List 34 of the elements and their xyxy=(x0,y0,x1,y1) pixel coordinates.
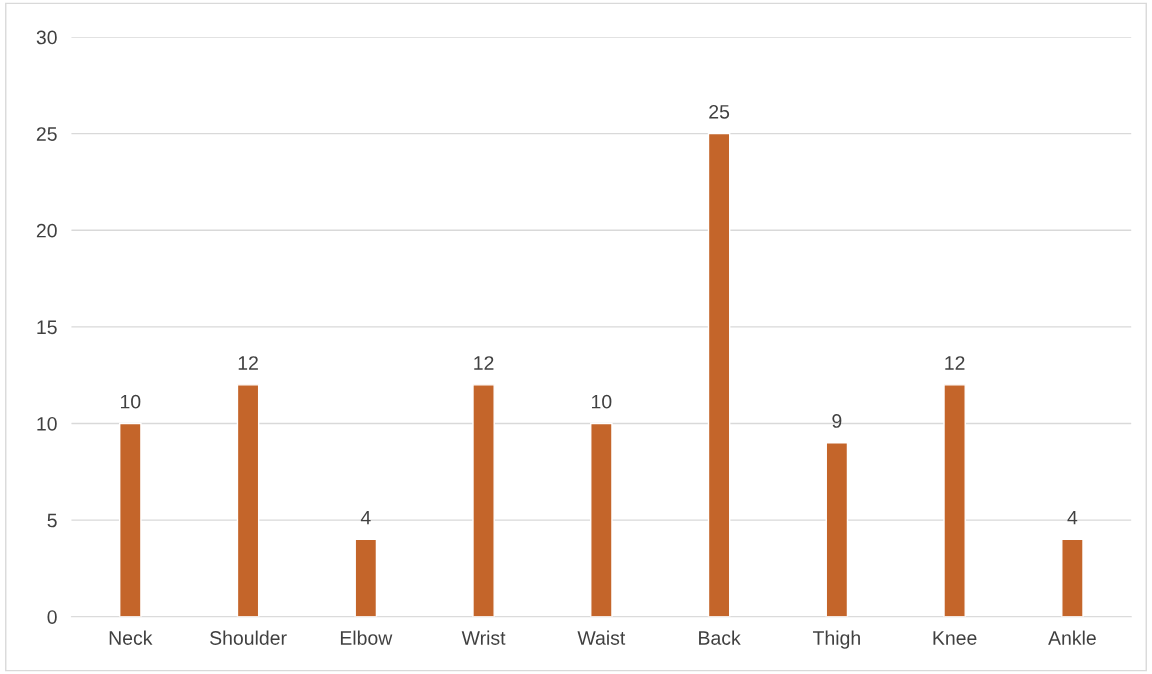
x-tick-label: Ankle xyxy=(1048,630,1096,645)
data-label: 4 xyxy=(1067,510,1078,525)
data-label: 10 xyxy=(592,394,612,409)
y-tick-label: 15 xyxy=(37,320,57,335)
data-label: 9 xyxy=(832,414,842,428)
data-label: 25 xyxy=(709,104,730,119)
y-tick-label: 30 xyxy=(36,30,57,45)
y-tick-label: 0 xyxy=(47,610,57,624)
data-label: 12 xyxy=(474,356,494,370)
data-label: 12 xyxy=(238,356,258,370)
x-tick-label: Waist xyxy=(577,630,626,645)
y-tick-label: 5 xyxy=(47,513,57,528)
x-tick-label: Back xyxy=(699,630,741,645)
bar xyxy=(472,384,495,617)
bar xyxy=(825,442,849,617)
bar xyxy=(707,132,731,617)
y-tick-label: 10 xyxy=(37,416,57,431)
x-tick-label: Knee xyxy=(933,631,977,645)
data-label: 12 xyxy=(945,356,965,370)
bar xyxy=(119,422,142,617)
y-tick-label: 25 xyxy=(36,127,57,141)
x-tick-label: Neck xyxy=(109,630,153,645)
bar xyxy=(943,384,966,617)
y-tick-label: 20 xyxy=(36,223,57,238)
data-label: 4 xyxy=(360,510,371,525)
x-tick-label: Shoulder xyxy=(210,630,287,645)
x-tick-label: Thigh xyxy=(812,630,860,649)
bar xyxy=(590,422,613,617)
data-label: 10 xyxy=(120,394,141,409)
x-tick-label: Wrist xyxy=(461,630,506,645)
bar xyxy=(236,384,260,617)
x-tick-label: Elbow xyxy=(340,630,393,645)
bar xyxy=(354,538,378,617)
bar xyxy=(1061,538,1084,617)
